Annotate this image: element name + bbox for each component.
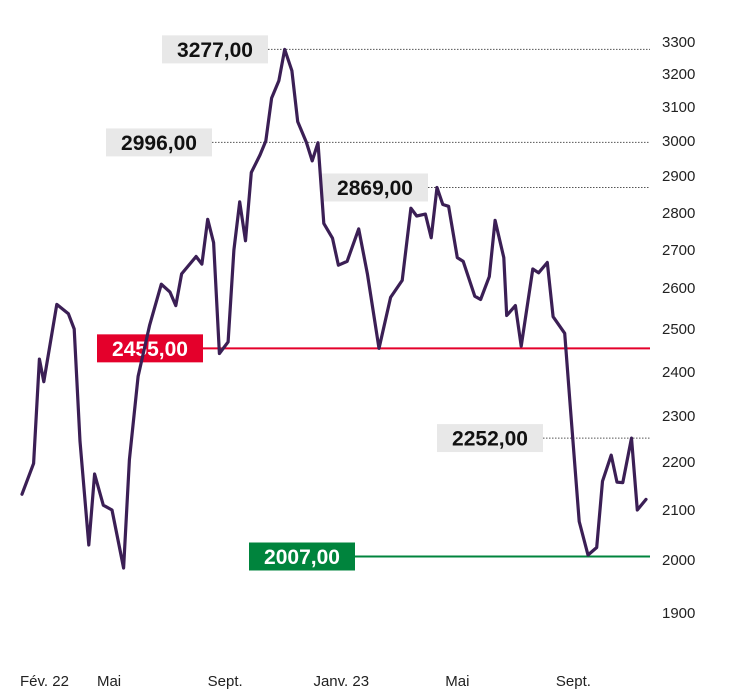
annotation-label: 2996,00 — [121, 132, 197, 155]
x-tick-label: Mai — [97, 673, 121, 690]
x-tick-label: Janv. 23 — [313, 673, 369, 690]
y-tick-label: 3100 — [662, 99, 695, 116]
annotation-label-bg — [97, 334, 203, 363]
y-tick-label: 2700 — [662, 242, 695, 259]
series-line — [20, 47, 648, 570]
y-tick-label: 2000 — [662, 552, 695, 569]
y-tick-label: 2600 — [662, 280, 695, 297]
y-tick-label: 3000 — [662, 133, 695, 150]
x-tick-label: Sept. — [208, 673, 243, 690]
x-tick-label: Mai — [445, 673, 469, 690]
annotation-label-bg — [322, 173, 428, 202]
y-tick-label: 1900 — [662, 605, 695, 622]
annotation-label: 3277,00 — [177, 39, 253, 62]
annotation-label-bg — [249, 542, 355, 571]
y-tick-label: 2900 — [662, 168, 695, 185]
annotation-label: 2252,00 — [452, 428, 528, 451]
y-tick-label: 2800 — [662, 205, 695, 222]
annotation-label: 2455,00 — [112, 338, 188, 361]
y-tick-label: 2100 — [662, 502, 695, 519]
annotation-label-bg — [106, 128, 212, 157]
y-tick-label: 2400 — [662, 364, 695, 381]
y-tick-label: 3300 — [662, 34, 695, 51]
y-tick-label: 3200 — [662, 66, 695, 83]
annotation-label: 2869,00 — [337, 177, 413, 200]
y-tick-label: 2500 — [662, 321, 695, 338]
annotation-label-bg — [437, 424, 543, 453]
x-tick-label: Sept. — [556, 673, 591, 690]
y-tick-label: 2200 — [662, 454, 695, 471]
annotation-label: 2007,00 — [264, 546, 340, 569]
x-tick-label: Fév. 22 — [20, 673, 69, 690]
y-tick-label: 2300 — [662, 408, 695, 425]
annotation-label-bg — [162, 35, 268, 64]
